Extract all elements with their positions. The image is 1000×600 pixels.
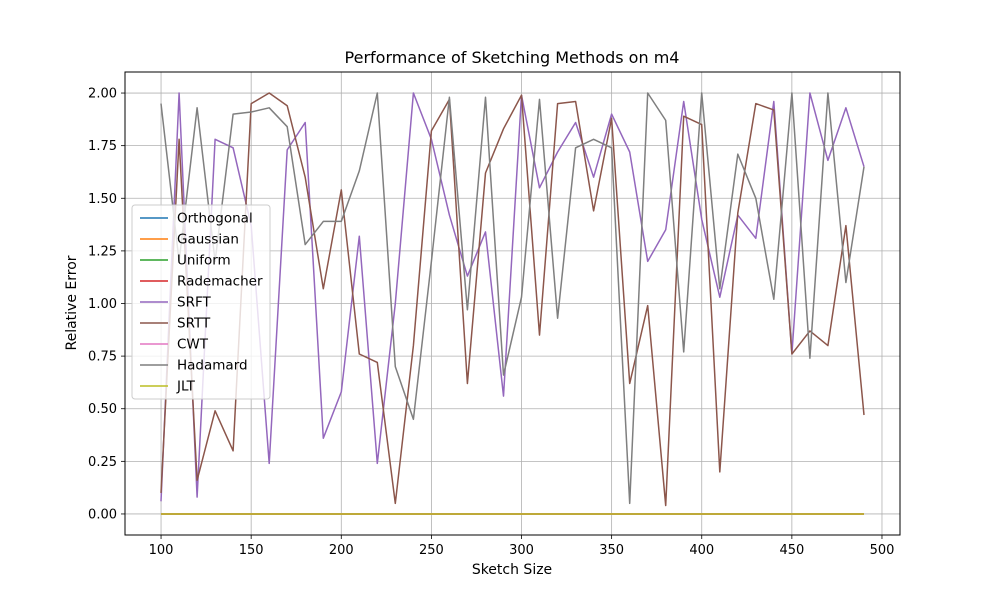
legend-item-gaussian: Gaussian <box>140 232 239 248</box>
legend-item-srft: SRFT <box>140 295 211 311</box>
x-tick-label: 200 <box>329 543 354 558</box>
x-tick-label: 250 <box>419 543 444 558</box>
legend-label: CWT <box>177 337 209 353</box>
x-tick-label: 350 <box>599 543 624 558</box>
x-tick-label: 450 <box>779 543 804 558</box>
y-tick-label: 1.00 <box>88 297 117 312</box>
y-tick-label: 1.50 <box>88 192 117 207</box>
legend-label: SRTT <box>177 316 211 332</box>
y-tick-label: 1.75 <box>88 139 117 154</box>
series-line-hadamard <box>160 92 865 505</box>
legend-label: SRFT <box>177 295 211 311</box>
x-tick-label: 100 <box>149 543 174 558</box>
x-tick-label: 150 <box>239 543 264 558</box>
x-tick-label: 500 <box>870 543 895 558</box>
y-tick-label: 0.25 <box>88 455 117 470</box>
legend-item-cwt: CWT <box>140 337 209 353</box>
y-axis-label: Relative Error <box>64 255 80 350</box>
legend-label: Rademacher <box>177 274 263 290</box>
x-tick-label: 300 <box>509 543 534 558</box>
legend-item-rademacher: Rademacher <box>140 274 263 290</box>
legend-item-uniform: Uniform <box>140 253 231 269</box>
legend-item-jlt: JLT <box>140 379 196 395</box>
legend-label: Orthogonal <box>177 211 253 227</box>
legend-label: JLT <box>176 379 196 395</box>
legend-label: Uniform <box>177 253 231 269</box>
legend-label: Hadamard <box>177 358 248 374</box>
y-tick-label: 0.75 <box>88 350 117 365</box>
legend-item-orthogonal: Orthogonal <box>140 211 253 227</box>
y-tick-label: 2.00 <box>88 87 117 102</box>
series-line-srft <box>160 92 865 502</box>
series-lines <box>160 92 865 515</box>
series-line-srtt <box>160 92 865 507</box>
legend-item-srtt: SRTT <box>140 316 211 332</box>
y-tick-label: 0.00 <box>88 507 117 522</box>
y-tick-label: 0.50 <box>88 402 117 417</box>
legend-item-hadamard: Hadamard <box>140 358 248 374</box>
x-tick-label: 400 <box>689 543 714 558</box>
legend: Orthogonal Gaussian Uniform Rademacher SRFT S… <box>131 204 271 400</box>
legend-box <box>131 204 271 400</box>
legend-label: Gaussian <box>177 232 239 248</box>
y-tick-label: 1.25 <box>88 244 117 259</box>
chart-title: Performance of Sketching Methods on m4 <box>345 48 680 67</box>
x-axis-label: Sketch Size <box>472 562 552 578</box>
axis-ticks: 100 150 200 250 300 350 400 450 500 0.00 0.25 0.50 0… <box>88 87 894 558</box>
